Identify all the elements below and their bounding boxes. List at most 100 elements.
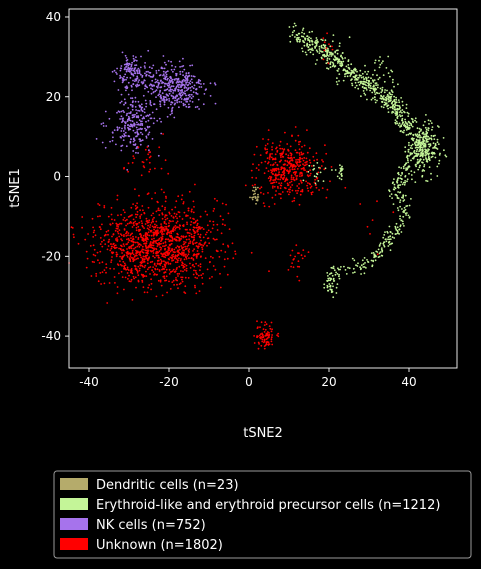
data-point xyxy=(351,257,354,260)
data-point xyxy=(159,100,162,103)
data-point xyxy=(206,268,209,271)
data-point xyxy=(302,159,305,162)
data-point xyxy=(163,61,166,64)
data-point xyxy=(130,233,132,236)
data-point xyxy=(406,157,409,160)
data-point xyxy=(126,254,128,257)
data-point xyxy=(141,257,144,260)
data-point xyxy=(356,70,358,73)
data-point xyxy=(266,332,269,335)
data-point xyxy=(387,104,390,107)
data-point xyxy=(121,51,124,54)
data-point xyxy=(168,89,171,92)
data-point xyxy=(426,159,428,162)
data-point xyxy=(359,266,361,269)
data-point xyxy=(133,80,136,82)
data-point xyxy=(332,53,334,56)
data-point xyxy=(424,120,426,123)
data-point xyxy=(126,266,129,269)
data-point xyxy=(400,167,403,169)
data-point xyxy=(339,170,342,173)
data-point xyxy=(145,217,148,220)
data-point xyxy=(225,203,228,206)
data-point xyxy=(372,87,375,90)
data-point xyxy=(228,228,231,231)
data-point xyxy=(170,232,173,235)
data-point xyxy=(127,129,130,131)
data-point xyxy=(400,125,403,128)
data-point xyxy=(90,275,93,277)
data-point xyxy=(140,174,143,177)
data-point xyxy=(170,242,173,245)
data-point xyxy=(270,340,273,343)
data-point xyxy=(195,292,198,295)
data-point xyxy=(124,131,127,134)
data-point xyxy=(403,225,405,227)
data-point xyxy=(374,62,376,64)
data-point xyxy=(123,254,126,257)
data-point xyxy=(127,162,130,165)
data-point xyxy=(116,227,119,230)
data-point xyxy=(70,226,73,229)
data-point xyxy=(142,94,145,97)
data-point xyxy=(196,277,199,279)
data-point xyxy=(176,267,178,269)
data-point xyxy=(392,104,395,106)
data-point xyxy=(119,263,122,266)
data-point xyxy=(296,168,299,170)
data-point xyxy=(188,190,191,193)
data-point xyxy=(162,97,165,100)
data-point xyxy=(175,278,177,281)
data-point xyxy=(121,252,123,254)
data-point xyxy=(406,123,409,126)
data-point xyxy=(146,268,149,271)
data-point xyxy=(432,142,435,145)
data-point xyxy=(298,165,300,168)
data-point xyxy=(304,255,306,258)
data-point xyxy=(307,170,310,173)
data-point xyxy=(404,126,407,128)
data-point xyxy=(144,233,147,236)
data-point xyxy=(120,130,123,132)
data-point xyxy=(199,79,202,82)
data-point xyxy=(111,222,114,225)
data-point xyxy=(401,100,404,103)
data-point xyxy=(393,178,395,181)
data-point xyxy=(407,159,409,162)
data-point xyxy=(189,223,192,226)
data-point xyxy=(258,343,260,345)
data-point xyxy=(129,128,132,131)
data-point xyxy=(422,140,424,143)
data-point xyxy=(191,241,194,243)
data-point xyxy=(393,95,395,98)
data-point xyxy=(387,95,390,98)
data-point xyxy=(345,273,348,275)
data-point xyxy=(139,66,142,69)
data-point xyxy=(130,240,133,243)
data-point xyxy=(109,223,112,226)
data-point xyxy=(136,211,139,213)
data-point xyxy=(169,263,172,265)
data-point xyxy=(145,135,148,138)
data-point xyxy=(401,104,404,107)
data-point xyxy=(178,237,181,239)
data-point xyxy=(357,81,360,84)
data-point xyxy=(148,156,151,159)
data-point xyxy=(388,238,391,241)
data-point xyxy=(316,158,318,161)
data-point xyxy=(190,97,193,100)
data-point xyxy=(134,72,137,74)
data-point xyxy=(328,43,330,46)
data-point xyxy=(102,122,105,124)
data-point xyxy=(143,258,146,261)
data-point xyxy=(284,131,286,134)
data-point xyxy=(378,255,381,258)
data-point xyxy=(159,103,162,106)
data-point xyxy=(320,50,322,53)
data-point xyxy=(155,81,158,83)
data-point xyxy=(301,50,304,53)
data-point xyxy=(397,209,400,212)
data-point xyxy=(143,242,146,245)
data-point xyxy=(142,251,145,254)
data-point xyxy=(316,59,318,61)
